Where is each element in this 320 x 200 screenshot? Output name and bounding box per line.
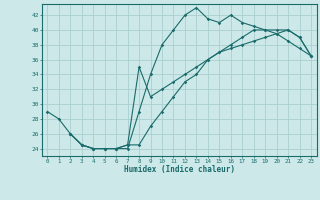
X-axis label: Humidex (Indice chaleur): Humidex (Indice chaleur) [124, 165, 235, 174]
